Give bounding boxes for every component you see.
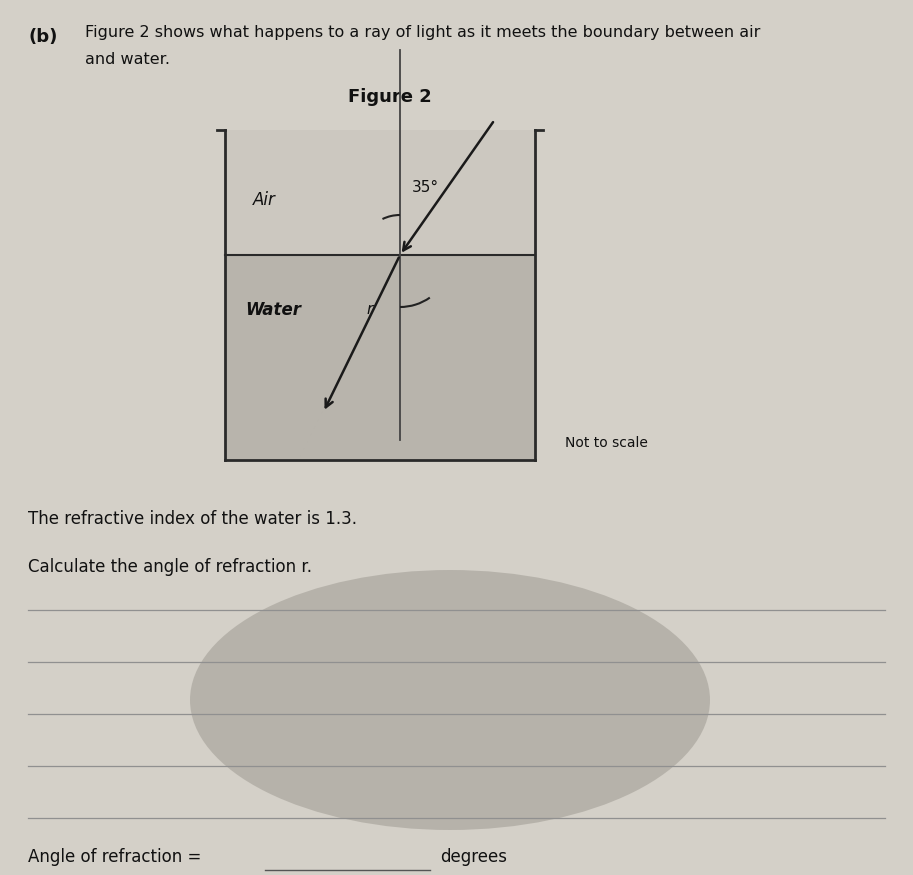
Text: Figure 2: Figure 2 (348, 88, 432, 106)
Bar (225, 130, 535, 255)
Text: r: r (367, 303, 373, 318)
Text: (b): (b) (28, 28, 58, 46)
Text: Figure 2 shows what happens to a ray of light as it meets the boundary between a: Figure 2 shows what happens to a ray of … (85, 25, 761, 40)
Ellipse shape (190, 570, 710, 830)
Text: Not to scale: Not to scale (565, 436, 648, 450)
Text: Air: Air (253, 191, 276, 209)
Text: Calculate the angle of refraction r.: Calculate the angle of refraction r. (28, 558, 312, 576)
Text: Water: Water (245, 301, 301, 319)
Text: 35°: 35° (412, 179, 439, 194)
Bar (225, 255, 535, 460)
Text: The refractive index of the water is 1.3.: The refractive index of the water is 1.3… (28, 510, 357, 528)
Text: Angle of refraction =: Angle of refraction = (28, 848, 202, 866)
Text: and water.: and water. (85, 52, 170, 67)
Text: degrees: degrees (440, 848, 507, 866)
